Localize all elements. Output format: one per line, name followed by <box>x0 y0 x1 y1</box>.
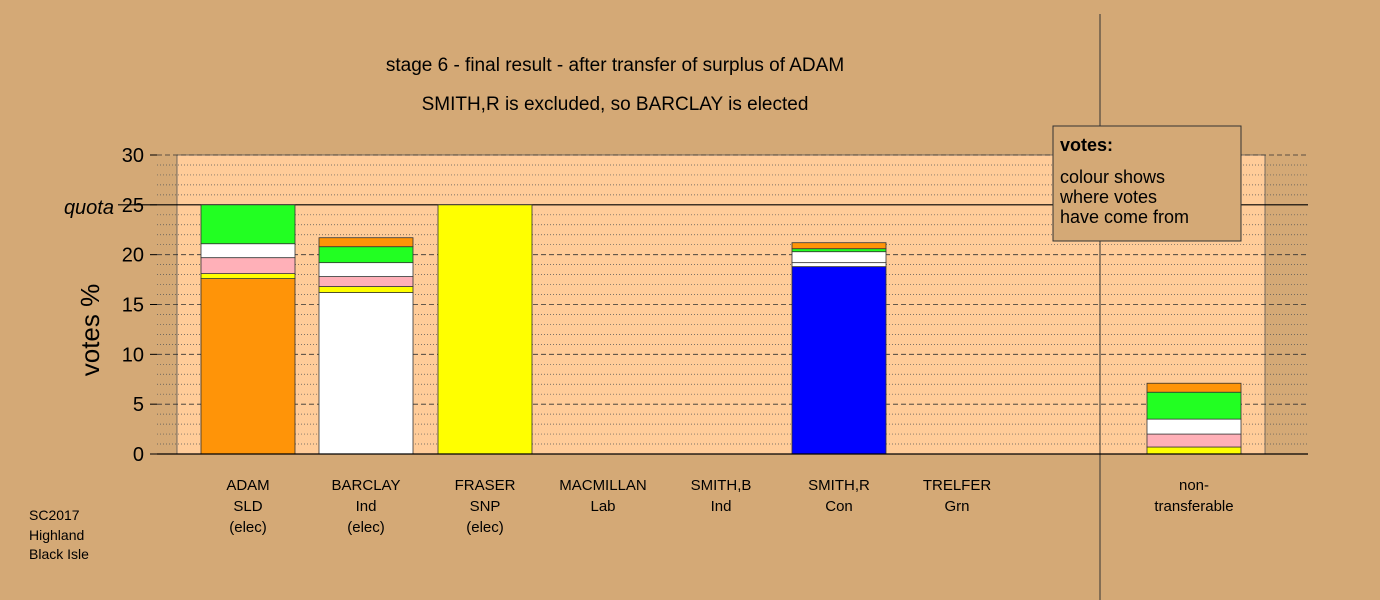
bar-segment <box>1146 391 1242 420</box>
candidate-party: Ind <box>356 498 377 515</box>
candidate-name: MACMILLAN <box>559 477 647 494</box>
legend-line-1: colour shows <box>1060 167 1165 187</box>
candidate-party: Ind <box>711 498 732 515</box>
candidate-name: ADAM <box>226 477 269 494</box>
legend-line-2: where votes <box>1059 187 1157 207</box>
bar-segment <box>318 292 414 455</box>
candidate-party: Lab <box>590 498 615 515</box>
bar-segment <box>318 286 414 293</box>
bar-segment <box>1146 433 1242 448</box>
quota-label: quota <box>64 197 114 219</box>
candidate-party: SLD <box>233 498 262 515</box>
bar-segment <box>437 204 533 455</box>
y-tick-label: 0 <box>133 444 144 466</box>
footer-line-1: SC2017 <box>29 507 80 523</box>
category-labels: ADAM SLD (elec) BARCLAY Ind (elec) FRASER SNP (e… <box>226 477 1233 536</box>
y-axis: 0 5 10 15 20 25 30 <box>122 145 157 466</box>
candidate-status: (elec) <box>347 519 385 536</box>
y-tick-label: 25 <box>122 195 144 217</box>
bar-segment <box>791 262 887 268</box>
candidate-party: Grn <box>944 498 969 515</box>
candidate-name: SMITH,B <box>691 477 752 494</box>
bar-segment <box>318 237 414 248</box>
bar-segment <box>791 266 887 455</box>
bars <box>157 204 1308 455</box>
chart-title: stage 6 - final result - after transfer … <box>386 55 844 76</box>
candidate-status: (elec) <box>466 519 504 536</box>
bar-segment <box>791 251 887 264</box>
candidate-name: SMITH,R <box>808 477 870 494</box>
candidate-party: Con <box>825 498 853 515</box>
y-axis-label: votes % <box>75 284 105 377</box>
bar-segment <box>1146 418 1242 435</box>
bar-segment <box>318 262 414 277</box>
bar-segment <box>318 276 414 287</box>
nontransferable-label: transferable <box>1154 498 1233 515</box>
bar-segment <box>200 278 296 455</box>
bar-segment <box>318 246 414 264</box>
footer-line-2: Highland <box>29 527 84 543</box>
y-tick-label: 10 <box>122 344 144 366</box>
nontransferable-label: non- <box>1179 477 1209 494</box>
candidate-name: BARCLAY <box>332 477 401 494</box>
candidate-name: FRASER <box>455 477 516 494</box>
footer-line-3: Black Isle <box>29 546 89 562</box>
bar-segment <box>200 204 296 245</box>
candidate-party: SNP <box>470 498 501 515</box>
candidate-status: (elec) <box>229 519 267 536</box>
bar-segment <box>1146 446 1242 455</box>
chart-subtitle: SMITH,R is excluded, so BARCLAY is elect… <box>422 94 809 115</box>
legend-box <box>1052 125 1242 242</box>
bar-segment <box>200 257 296 275</box>
legend: votes: colour shows where votes have com… <box>1052 125 1242 242</box>
y-tick-label: 5 <box>133 394 144 416</box>
legend-line-3: have come from <box>1060 207 1189 227</box>
bar-segment <box>200 273 296 279</box>
y-tick-label: 20 <box>122 245 144 267</box>
legend-title: votes: <box>1060 135 1113 155</box>
y-tick-label: 15 <box>122 295 144 317</box>
bar-segment <box>791 248 887 253</box>
footer: SC2017 Highland Black Isle <box>29 507 89 562</box>
bar-segment <box>1146 382 1242 393</box>
y-tick-label: 30 <box>122 145 144 167</box>
bar-segment <box>200 243 296 259</box>
candidate-name: TRELFER <box>923 477 992 494</box>
bar-segment <box>791 242 887 250</box>
